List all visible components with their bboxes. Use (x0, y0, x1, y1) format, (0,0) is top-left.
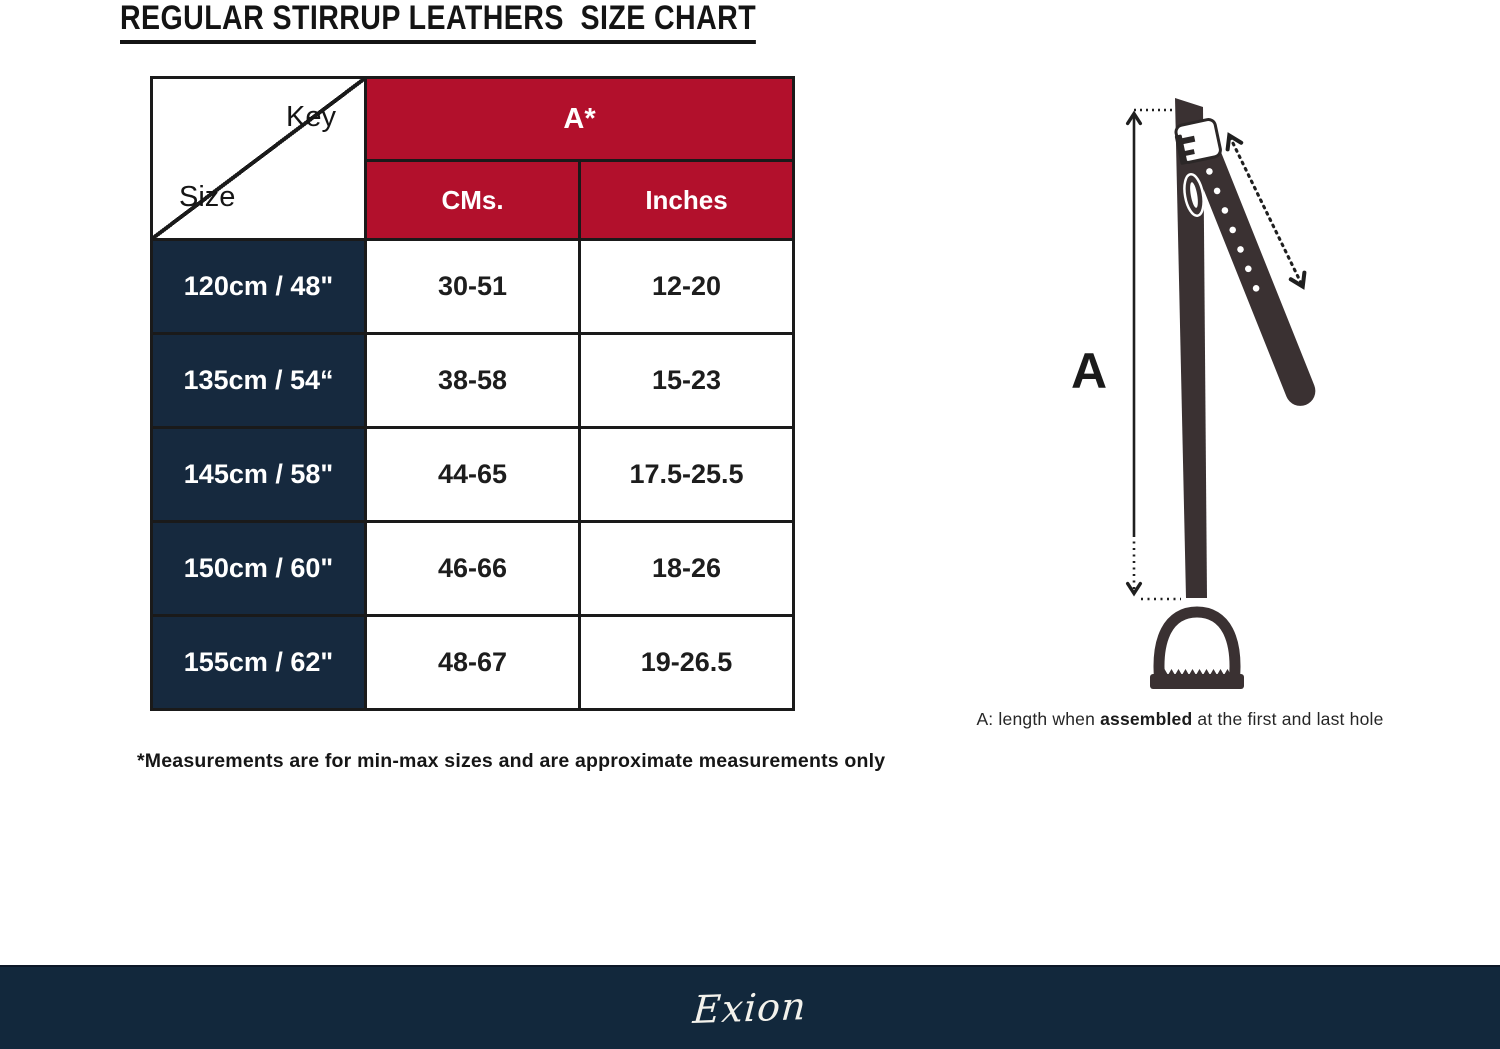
corner-cell: Key Size (153, 79, 364, 238)
row-cms-value: 30-51 (367, 241, 578, 332)
stirrup-leather-diagram (1125, 98, 1316, 689)
row-cms-value: 44-65 (367, 429, 578, 520)
row-size-label: 155cm / 62" (153, 617, 364, 708)
corner-size-label: Size (179, 181, 236, 213)
measurements-footnote: *Measurements are for min-max sizes and … (137, 750, 886, 772)
diagram-caption: A: length when assembled at the first an… (945, 709, 1415, 730)
row-cms-value: 48-67 (367, 617, 578, 708)
buckle (1174, 118, 1222, 165)
row-cms-value: 46-66 (367, 523, 578, 614)
strap-length-arrow (1225, 132, 1307, 290)
column-header-cms: CMs. (367, 162, 578, 238)
row-size-label: 120cm / 48" (153, 241, 364, 332)
column-group-header-a: A* (367, 79, 792, 159)
stirrup-leather-strap (1175, 98, 1207, 598)
caption-prefix: A: length when (976, 709, 1101, 729)
row-inches-value: 19-26.5 (581, 617, 792, 708)
page-title: REGULAR STIRRUP LEATHERS SIZE CHART (120, 0, 757, 45)
stirrup-tread (1150, 674, 1244, 689)
row-size-label: 135cm / 54“ (153, 335, 364, 426)
brand-logo: Exion (691, 983, 809, 1033)
row-inches-value: 17.5-25.5 (581, 429, 792, 520)
row-inches-value: 12-20 (581, 241, 792, 332)
row-size-label: 145cm / 58" (153, 429, 364, 520)
caption-bold: assembled (1100, 709, 1193, 729)
footer-bar: Exion (0, 965, 1500, 1049)
size-chart-table: Key Size A* CMs. Inches 120cm / 48" 30-5… (150, 76, 795, 711)
stirrup-iron (1153, 606, 1241, 685)
column-header-inches: Inches (581, 162, 792, 238)
row-inches-value: 18-26 (581, 523, 792, 614)
row-cms-value: 38-58 (367, 335, 578, 426)
corner-key-label: Key (286, 101, 336, 133)
keeper-loop (1183, 173, 1205, 217)
stirrup-tread-teeth (1154, 669, 1231, 675)
row-size-label: 150cm / 60" (153, 523, 364, 614)
dimension-a-label: A (1071, 343, 1108, 399)
row-inches-value: 15-23 (581, 335, 792, 426)
caption-suffix: at the first and last hole (1192, 709, 1384, 729)
